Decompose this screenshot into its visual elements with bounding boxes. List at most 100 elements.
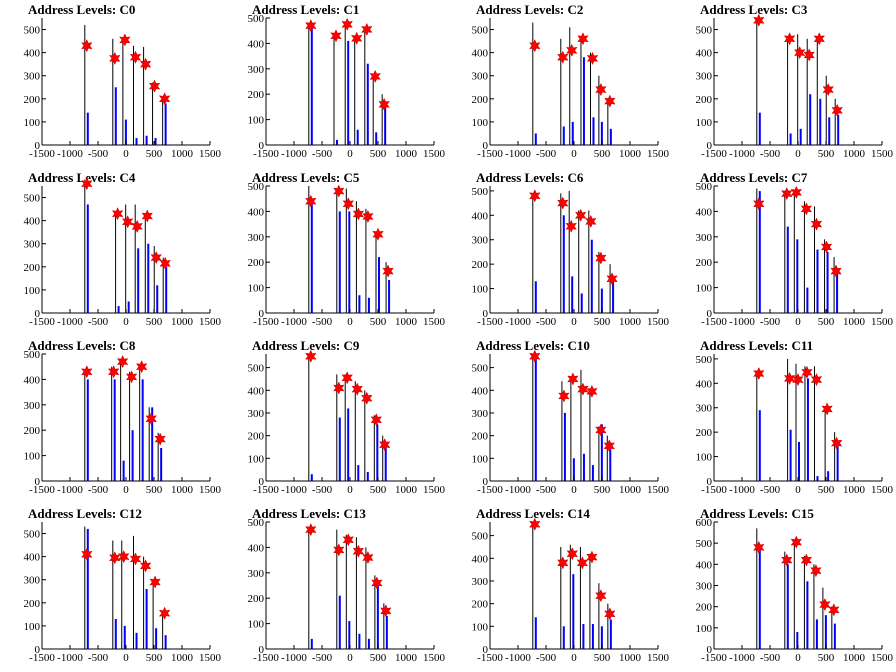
- x-tick-label: 0: [795, 652, 801, 664]
- y-tick-label: 0: [35, 644, 41, 656]
- y-tick-label: 500: [24, 529, 41, 541]
- chart-panel-6: Address Levels: C60100200300400500-1500-…: [472, 170, 670, 328]
- y-tick-label: 0: [35, 140, 41, 152]
- peak-marker: [810, 373, 823, 387]
- bar: [154, 138, 157, 145]
- bar: [819, 98, 822, 145]
- x-tick-label: -1500: [701, 316, 727, 328]
- peak-marker: [380, 604, 392, 618]
- chart-panel-12: Address Levels: C12 0 100 200 300 400 500 -1500…: [24, 506, 222, 664]
- peak-marker: [81, 39, 93, 53]
- x-tick-label: -1000: [505, 148, 531, 160]
- peak-marker: [529, 39, 541, 53]
- bar: [347, 408, 350, 481]
- y-tick-label: 200: [248, 431, 265, 443]
- y-tick-label: 300: [24, 239, 41, 251]
- bar: [534, 617, 537, 649]
- bar: [347, 40, 350, 145]
- peak-marker: [586, 384, 598, 399]
- y-tick-label: 200: [248, 593, 265, 605]
- chart-panel-3: Address Levels: C30100200300400500-1500-…: [696, 2, 894, 160]
- x-tick-label: 500: [370, 484, 387, 496]
- x-tick-label: -500: [312, 316, 333, 328]
- peak-marker: [585, 214, 597, 229]
- y-tick-label: 500: [248, 363, 265, 375]
- peak-marker: [159, 256, 171, 270]
- bar: [348, 211, 351, 313]
- x-tick-label: 500: [818, 316, 835, 328]
- peak-marker: [783, 32, 796, 46]
- y-tick-label: 100: [24, 117, 41, 129]
- y-tick-label: 200: [696, 257, 713, 269]
- peak-marker: [529, 189, 541, 203]
- peak-marker: [603, 439, 616, 453]
- y-tick-label: 500: [696, 181, 713, 193]
- bar: [590, 239, 593, 313]
- x-tick-label: 500: [146, 316, 163, 328]
- bar: [571, 121, 574, 145]
- peak-marker: [577, 382, 589, 396]
- y-tick-label: 500: [24, 349, 41, 361]
- bar: [310, 638, 313, 649]
- bar: [600, 626, 603, 649]
- peak-marker: [586, 51, 599, 66]
- x-tick-label: -1500: [29, 316, 55, 328]
- y-tick-label: 100: [472, 117, 489, 129]
- bar: [563, 412, 566, 481]
- y-tick-label: 100: [248, 115, 265, 127]
- bar: [135, 138, 138, 145]
- peak-marker: [810, 217, 823, 231]
- peak-marker: [606, 272, 618, 286]
- peak-marker: [800, 202, 813, 216]
- bar: [572, 458, 575, 481]
- y-tick-label: 100: [696, 283, 713, 295]
- bar: [758, 549, 761, 649]
- x-tick-label: -500: [536, 652, 557, 664]
- peak-marker: [566, 43, 578, 57]
- bar: [562, 626, 565, 649]
- y-tick-label: 400: [248, 542, 265, 554]
- bar: [809, 94, 812, 145]
- chart-title: Address Levels: C4: [28, 170, 136, 185]
- peak-marker: [371, 576, 383, 590]
- x-tick-label: -1000: [729, 652, 755, 664]
- bar: [137, 248, 140, 313]
- bar: [310, 474, 313, 481]
- bar: [358, 633, 361, 649]
- chart-title: Address Levels: C13: [252, 506, 366, 521]
- bar: [164, 103, 167, 145]
- peak-marker: [154, 432, 166, 446]
- peak-marker: [529, 349, 541, 363]
- y-tick-label: 0: [483, 140, 489, 152]
- bar: [591, 624, 594, 649]
- y-tick-label: 300: [24, 71, 41, 83]
- x-tick-label: -1500: [477, 484, 503, 496]
- bar: [127, 301, 130, 313]
- x-tick-label: 0: [123, 316, 129, 328]
- y-tick-label: 300: [472, 235, 489, 247]
- y-tick-label: 500: [696, 25, 713, 37]
- bar: [534, 133, 537, 145]
- bar: [388, 279, 391, 313]
- x-tick-label: 1000: [171, 316, 194, 328]
- x-tick-label: 500: [370, 148, 387, 160]
- x-tick-label: -1000: [57, 484, 83, 496]
- y-tick-label: 200: [696, 427, 713, 439]
- x-tick-label: 1500: [647, 316, 670, 328]
- x-tick-label: -1500: [253, 484, 279, 496]
- peak-marker: [111, 207, 124, 221]
- x-tick-label: 0: [123, 148, 129, 160]
- x-tick-label: -1500: [701, 484, 727, 496]
- y-tick-label: 200: [248, 89, 265, 101]
- x-tick-label: 500: [146, 484, 163, 496]
- chart-panel-13: Address Levels: C13 0 100 200 300 400 500 -1500…: [248, 506, 446, 664]
- bar: [151, 407, 154, 481]
- chart-title: Address Levels: C14: [476, 506, 590, 521]
- bar: [799, 128, 802, 145]
- bar: [86, 112, 89, 145]
- y-tick-label: 300: [696, 581, 713, 593]
- y-tick-label: 0: [483, 476, 489, 488]
- x-tick-label: 1000: [395, 316, 418, 328]
- peak-marker: [781, 553, 793, 567]
- peak-marker: [141, 209, 154, 223]
